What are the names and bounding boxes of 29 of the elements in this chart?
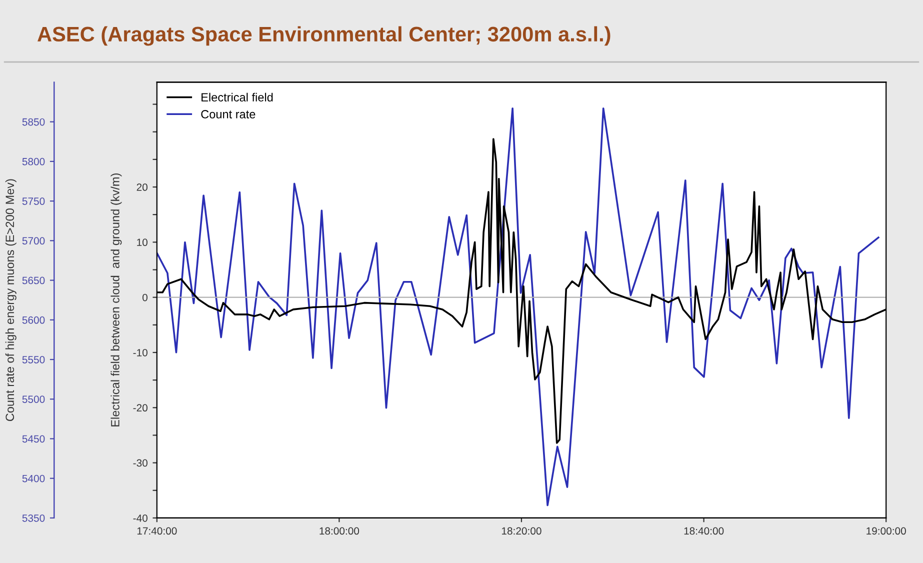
x-tick-label: 18:00:00 xyxy=(320,527,360,535)
y-tick-label: 20 xyxy=(136,184,148,191)
y2-tick-label: 5500 xyxy=(22,396,45,403)
x-tick-label: 18:20:00 xyxy=(502,527,542,535)
y2-tick-label: 5350 xyxy=(22,514,45,522)
y-tick-label: -30 xyxy=(133,459,148,467)
y2-tick-label: 5550 xyxy=(22,356,45,364)
x-tick-label: 18:40:00 xyxy=(684,527,724,535)
x-tick-label: 17:40:00 xyxy=(137,527,177,535)
y-axis-title: Electrical field between cloud and ground (kv/m) xyxy=(110,174,122,426)
y2-tick-label: 5450 xyxy=(22,435,45,443)
y-tick-label: -20 xyxy=(133,404,148,412)
y-tick-label: -10 xyxy=(133,348,148,356)
y-tick-label: 10 xyxy=(137,238,148,246)
x-tick-label: 19:00:00 xyxy=(866,527,906,535)
y2-tick-label: 5700 xyxy=(22,237,45,245)
y2-tick-label: 5800 xyxy=(22,158,45,166)
legend-label: Count rate xyxy=(201,110,256,118)
legend-label: Electrical field xyxy=(202,92,273,102)
y-tick-label: 0 xyxy=(142,294,148,302)
y-tick-label: -40 xyxy=(133,514,148,522)
line-series xyxy=(156,107,880,506)
y2-tick-label: 5850 xyxy=(22,118,45,126)
y2-tick-label: 5750 xyxy=(22,198,45,205)
chart-title: ASEC (Aragats Space Environmental Center; 3200m a.s.l.) xyxy=(38,26,610,46)
y2-tick-label: 5600 xyxy=(22,316,45,324)
y2-axis-title: Count rate of high energy muons (E>200 Mev) xyxy=(5,179,16,422)
y2-tick-label: 5650 xyxy=(22,276,45,284)
y2-tick-label: 5400 xyxy=(22,474,45,482)
